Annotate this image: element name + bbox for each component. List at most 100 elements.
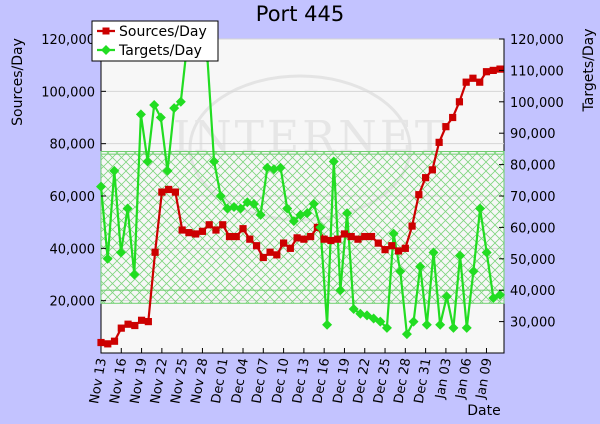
chart-title: Port 445	[256, 2, 344, 26]
point-targets-day-46	[401, 329, 412, 340]
point-targets-day-47	[408, 316, 419, 327]
point-sources-day-24	[259, 253, 267, 262]
point-sources-day-10	[165, 185, 173, 194]
band-0	[100, 151, 505, 304]
right-tick-label-0: 30,000	[510, 316, 556, 331]
point-sources-day-52	[449, 113, 457, 122]
point-targets-day-58	[481, 247, 492, 258]
x-tick-label-15: Dec 28	[392, 357, 415, 405]
point-targets-day-19	[222, 203, 233, 214]
point-targets-day-43	[381, 322, 392, 333]
point-sources-day-42	[381, 246, 389, 254]
point-targets-day-1	[102, 253, 113, 264]
left-tick-label-4: 100,000	[41, 85, 95, 100]
point-targets-day-10	[162, 165, 173, 176]
left-tick-label-1: 40,000	[50, 242, 96, 257]
point-targets-day-60	[495, 289, 505, 300]
point-targets-day-7	[142, 156, 153, 167]
x-tick-label-13: Dec 22	[351, 357, 374, 405]
point-sources-day-38	[354, 235, 362, 243]
point-sources-day-21	[239, 225, 247, 233]
y-axis-label-right: Targets/Day	[581, 29, 597, 113]
right-tick-label-3: 60,000	[510, 221, 556, 236]
point-sources-day-13	[185, 229, 193, 237]
point-targets-day-38	[348, 304, 359, 315]
point-sources-day-17	[212, 226, 220, 234]
point-sources-day-27	[279, 239, 288, 247]
point-targets-day-32	[308, 198, 319, 209]
point-targets-day-31	[302, 208, 313, 219]
point-sources-day-39	[361, 232, 369, 241]
point-sources-day-18	[219, 221, 227, 229]
point-targets-day-30	[295, 209, 306, 220]
point-sources-day-2	[110, 337, 119, 345]
point-sources-day-3	[117, 324, 125, 332]
point-sources-day-53	[455, 98, 464, 106]
right-tick-label-5: 80,000	[510, 159, 556, 174]
point-targets-day-3	[115, 247, 126, 258]
point-targets-day-24	[255, 209, 266, 220]
point-sources-day-54	[462, 78, 470, 86]
x-tick-label-19: Jan 09	[473, 357, 495, 401]
point-targets-day-17	[209, 156, 220, 167]
right-tick-label-2: 50,000	[510, 253, 556, 268]
point-sources-day-0	[97, 338, 105, 347]
point-sources-day-58	[489, 66, 497, 74]
x-tick-label-8: Dec 07	[250, 357, 273, 405]
point-sources-day-35	[334, 235, 342, 243]
point-sources-day-45	[401, 244, 409, 252]
point-sources-day-37	[347, 232, 355, 241]
point-targets-day-8	[149, 99, 160, 110]
left-tick-label-5: 120,000	[41, 33, 95, 48]
point-sources-day-11	[171, 188, 179, 196]
x-tick-label-11: Dec 16	[310, 357, 333, 405]
point-targets-day-28	[282, 203, 293, 214]
point-sources-day-8	[151, 248, 159, 256]
right-tick-label-6: 90,000	[510, 127, 556, 142]
point-sources-day-22	[246, 235, 254, 243]
point-targets-day-29	[288, 216, 299, 227]
point-targets-day-37	[342, 208, 353, 219]
point-targets-day-22	[242, 197, 253, 208]
left-tick-label-3: 80,000	[50, 138, 96, 153]
legend-marker-targets-day	[101, 45, 111, 55]
point-sources-day-14	[192, 230, 200, 238]
point-sources-day-7	[144, 318, 152, 326]
point-sources-day-28	[286, 244, 294, 252]
point-targets-day-33	[315, 222, 326, 233]
point-targets-day-53	[448, 322, 459, 333]
x-tick-label-1: Nov 16	[107, 357, 130, 405]
point-sources-day-12	[178, 226, 186, 234]
point-sources-day-51	[442, 123, 450, 131]
right-y-axis: 30,000 40,000 50,000 60,000 70,000 80,000 90,0…	[499, 33, 564, 331]
point-sources-day-15	[198, 227, 207, 235]
band-1	[100, 153, 505, 291]
legend-box	[91, 20, 219, 62]
point-sources-day-57	[482, 68, 491, 76]
point-sources-day-30	[300, 235, 308, 243]
point-targets-day-4	[122, 203, 133, 214]
point-targets-day-36	[335, 285, 346, 296]
point-sources-day-16	[205, 221, 213, 229]
point-sources-day-48	[422, 174, 430, 182]
point-sources-day-49	[428, 166, 436, 174]
x-tick-label-6: Dec 01	[209, 357, 232, 405]
point-sources-day-19	[225, 232, 234, 241]
point-targets-day-23	[248, 198, 259, 209]
point-targets-day-56	[468, 266, 479, 277]
point-sources-day-55	[469, 74, 477, 82]
point-sources-day-44	[394, 247, 403, 255]
point-targets-day-51	[435, 319, 446, 330]
point-sources-day-6	[137, 316, 146, 324]
point-sources-day-33	[320, 235, 328, 243]
x-tick-label-14: Dec 25	[371, 357, 394, 405]
point-sources-day-50	[435, 138, 443, 146]
point-sources-day-36	[340, 230, 349, 238]
point-sources-day-46	[408, 222, 416, 230]
legend: Sources/Day Targets/Day	[91, 20, 219, 62]
right-tick-label-1: 40,000	[510, 284, 556, 299]
point-targets-day-49	[421, 319, 432, 330]
x-tick-label-12: Dec 19	[331, 357, 354, 405]
